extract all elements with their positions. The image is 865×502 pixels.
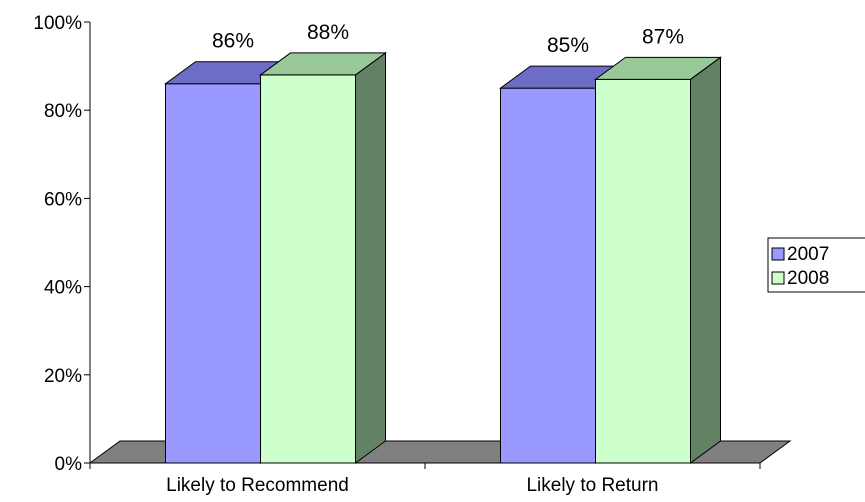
legend-swatch — [771, 271, 785, 285]
bar-side — [355, 51, 386, 464]
chart-labels: 86% 88% 85% 87% — [212, 21, 684, 57]
y-tick-label: 0% — [55, 454, 83, 475]
chart-legend: 2007 2008 — [767, 237, 865, 293]
chart-bars — [163, 51, 723, 464]
legend-label: 2008 — [787, 268, 829, 289]
x-tick-label: Likely to Return — [526, 475, 658, 496]
data-label: 87% — [642, 25, 684, 48]
bar-top — [593, 56, 723, 80]
chart-axes: 0% 20% 40% 60% 80% 100% Likely to Recommend Lik… — [33, 13, 761, 496]
x-tick-label: Likely to Recommend — [166, 475, 349, 496]
bar-top — [258, 52, 388, 76]
bar-front — [595, 78, 691, 464]
data-label: 88% — [307, 21, 349, 44]
y-tick-label: 20% — [44, 366, 82, 387]
y-tick-label: 40% — [44, 278, 82, 299]
y-tick-label: 100% — [33, 13, 82, 34]
data-label: 85% — [547, 34, 589, 57]
data-label: 86% — [212, 30, 254, 53]
bar-front — [260, 74, 356, 464]
bar-side — [690, 56, 721, 464]
bar — [593, 56, 723, 464]
legend-label: 2007 — [787, 244, 829, 265]
bar — [258, 51, 388, 464]
bar-front — [165, 83, 261, 464]
y-tick-label: 80% — [44, 101, 82, 122]
legend-swatch — [771, 247, 785, 261]
y-tick-label: 60% — [44, 189, 82, 210]
bar-front — [500, 87, 596, 464]
